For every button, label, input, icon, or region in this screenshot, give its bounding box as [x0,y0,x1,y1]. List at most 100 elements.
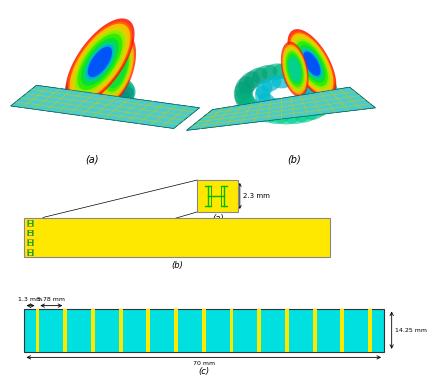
Polygon shape [284,63,311,81]
Polygon shape [64,82,80,101]
Polygon shape [69,24,130,100]
Polygon shape [287,54,302,85]
Polygon shape [94,97,115,111]
Polygon shape [244,99,268,120]
Polygon shape [187,87,375,130]
Polygon shape [66,87,82,105]
Bar [36,309,39,352]
Bar [24,217,330,257]
Polygon shape [299,45,325,83]
Text: (a): (a) [85,154,99,164]
Polygon shape [303,52,320,76]
Bar [91,309,95,352]
Polygon shape [288,57,301,82]
Bar [368,309,372,352]
Polygon shape [11,86,199,128]
Polygon shape [85,73,106,87]
Polygon shape [284,75,305,90]
Polygon shape [296,41,328,86]
Polygon shape [261,76,281,92]
Polygon shape [235,76,254,100]
Polygon shape [239,94,260,116]
Polygon shape [104,74,124,89]
Polygon shape [313,94,334,116]
Polygon shape [295,65,320,84]
Bar [230,309,233,352]
Polygon shape [68,21,132,102]
Polygon shape [81,38,119,86]
Polygon shape [302,50,322,78]
Polygon shape [235,88,254,111]
Polygon shape [286,51,304,87]
Polygon shape [287,29,336,98]
Polygon shape [234,82,253,106]
Bar [27,249,33,255]
Polygon shape [262,63,289,81]
Polygon shape [66,79,82,97]
Bar [341,309,344,352]
Polygon shape [105,47,130,92]
Polygon shape [76,95,96,110]
Polygon shape [103,45,131,94]
Bar [63,309,67,352]
Polygon shape [78,34,122,90]
Polygon shape [284,47,306,92]
Polygon shape [284,107,311,124]
Polygon shape [289,32,335,96]
Polygon shape [65,18,135,105]
Polygon shape [272,63,300,80]
Polygon shape [11,86,199,128]
Polygon shape [272,75,294,88]
Polygon shape [318,76,337,100]
Bar [174,309,178,352]
Polygon shape [187,87,375,130]
Polygon shape [75,31,125,93]
Text: 2.3 mm: 2.3 mm [243,193,270,199]
Polygon shape [112,76,130,92]
Polygon shape [120,82,136,101]
Polygon shape [300,89,316,108]
Bar [197,180,238,212]
Polygon shape [278,99,301,113]
Polygon shape [86,45,114,79]
Text: 5.78 mm: 5.78 mm [37,297,65,302]
Bar [257,309,261,352]
Polygon shape [256,80,272,99]
Polygon shape [85,42,115,81]
Polygon shape [76,74,96,89]
Polygon shape [252,65,278,84]
Text: (a): (a) [212,214,224,223]
Text: 14.25 mm: 14.25 mm [395,328,427,333]
Polygon shape [301,48,323,80]
Polygon shape [282,44,308,95]
Polygon shape [295,104,320,123]
Bar [27,220,33,225]
Polygon shape [69,92,88,108]
Polygon shape [267,98,288,112]
Polygon shape [305,99,328,120]
Polygon shape [296,77,314,95]
Polygon shape [313,71,334,94]
Polygon shape [102,42,132,97]
Bar [202,309,206,352]
Polygon shape [259,93,277,110]
Polygon shape [69,76,88,92]
Polygon shape [290,33,333,94]
Bar [146,309,150,352]
Polygon shape [318,88,337,111]
Polygon shape [100,37,135,102]
Polygon shape [291,95,311,111]
Polygon shape [281,42,308,97]
Text: (b): (b) [287,154,301,164]
Polygon shape [305,68,328,88]
Text: (c): (c) [198,367,209,375]
Polygon shape [118,87,134,105]
Polygon shape [302,82,317,102]
Text: 1.3 mm: 1.3 mm [18,297,42,302]
Bar [24,309,384,352]
Polygon shape [118,79,134,97]
Polygon shape [239,71,260,94]
Polygon shape [292,36,332,92]
Polygon shape [107,50,127,88]
Polygon shape [73,27,127,97]
